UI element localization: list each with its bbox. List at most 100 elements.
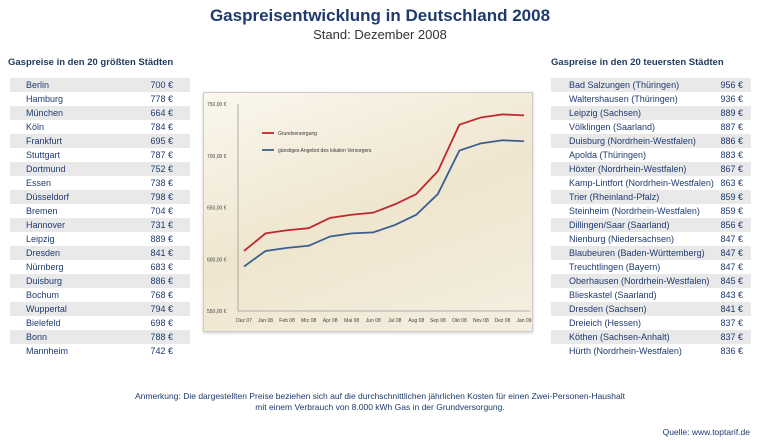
- city-price: 788 €: [150, 332, 173, 342]
- page-title: Gaspreisentwicklung in Deutschland 2008: [209, 6, 551, 25]
- city-price: 841 €: [150, 248, 173, 258]
- table-row: München 664 €: [10, 106, 190, 120]
- city-name: Nienburg (Niedersachsen): [569, 234, 675, 244]
- line-chart: 550,00 € 600,00 € 650,00 € 700,00 € 750,00 €…: [207, 102, 532, 324]
- city-price: 836 €: [720, 346, 743, 356]
- table-row: Hürth (Nordrhein-Westfalen) 836 €: [551, 344, 751, 358]
- city-price: 843 €: [720, 290, 743, 300]
- table-row: Bielefeld 698 €: [10, 316, 190, 330]
- table-row: Dillingen/Saar (Saarland) 856 €: [551, 218, 751, 232]
- city-name: Dresden: [26, 248, 61, 258]
- city-name: Mannheim: [26, 346, 69, 356]
- city-price: 856 €: [720, 220, 743, 230]
- city-name: Blieskastel (Saarland): [569, 290, 657, 300]
- city-price: 859 €: [720, 192, 743, 202]
- city-price: 738 €: [150, 178, 173, 188]
- city-name: Duisburg (Nordrhein-Westfalen): [569, 136, 696, 146]
- city-name: Berlin: [26, 80, 50, 90]
- table-row: Hamburg 778 €: [10, 92, 190, 106]
- city-name: Bochum: [26, 290, 60, 300]
- city-price: 742 €: [150, 346, 173, 356]
- footnote-line-2: mit einem Verbrauch von 8.000 kWh Gas in…: [255, 402, 505, 412]
- table-row: Mannheim 742 €: [10, 344, 190, 358]
- city-price: 847 €: [720, 262, 743, 272]
- city-price: 798 €: [150, 192, 173, 202]
- table-row: Duisburg 886 €: [10, 274, 190, 288]
- city-price: 847 €: [720, 248, 743, 258]
- city-name: Wuppertal: [26, 304, 67, 314]
- table-row: Bremen 704 €: [10, 204, 190, 218]
- table-row: Düsseldorf 798 €: [10, 190, 190, 204]
- table-row: Apolda (Thüringen) 883 €: [551, 148, 751, 162]
- city-name: Bad Salzungen (Thüringen): [569, 80, 680, 90]
- city-name: Hamburg: [26, 94, 64, 104]
- city-price: 704 €: [150, 206, 173, 216]
- city-price: 695 €: [150, 136, 173, 146]
- price-chart: 550,00 € 600,00 € 650,00 € 700,00 € 750,00 €…: [203, 92, 533, 332]
- table-row: Frankfurt 695 €: [10, 134, 190, 148]
- x-tick-label: Dez 07: [236, 318, 252, 324]
- table-row: Bonn 788 €: [10, 330, 190, 344]
- table-row: Waltershausen (Thüringen) 936 €: [551, 92, 751, 106]
- city-name: Leipzig (Sachsen): [569, 108, 642, 118]
- left-table-heading: Gaspreise in den 20 größten Städten: [8, 57, 174, 68]
- page-subtitle: Stand: Dezember 2008: [313, 27, 447, 42]
- source-credit: Quelle: www.toptarif.de: [662, 427, 750, 437]
- city-price: 698 €: [150, 318, 173, 328]
- city-price: 731 €: [150, 220, 173, 230]
- city-name: Nürnberg: [26, 262, 64, 272]
- largest-cities-table: Berlin 700 € Hamburg 778 € München 664 € Köln 7…: [10, 78, 190, 358]
- table-row: Steinheim (Nordrhein-Westfalen) 859 €: [551, 204, 751, 218]
- city-price: 664 €: [150, 108, 173, 118]
- x-tick-label: Jun 08: [366, 318, 381, 324]
- x-tick-label: Okt 08: [452, 318, 467, 324]
- y-tick-label: 650,00 €: [207, 206, 227, 212]
- city-price: 883 €: [720, 150, 743, 160]
- table-row: Stuttgart 787 €: [10, 148, 190, 162]
- city-name: Oberhausen (Nordrhein-Westfalen): [569, 276, 710, 286]
- table-row: Treuchtlingen (Bayern) 847 €: [551, 260, 751, 274]
- footnote-line-1: Anmerkung: Die dargestellten Preise bezi…: [135, 391, 625, 401]
- table-row: Duisburg (Nordrhein-Westfalen) 886 €: [551, 134, 751, 148]
- city-price: 700 €: [150, 80, 173, 90]
- x-tick-label: Dez 08: [495, 318, 511, 324]
- city-name: Bremen: [26, 206, 58, 216]
- table-row: Nürnberg 683 €: [10, 260, 190, 274]
- city-name: Essen: [26, 178, 52, 188]
- city-price: 847 €: [720, 234, 743, 244]
- x-tick-label: Feb 08: [279, 318, 295, 324]
- y-tick-label: 600,00 €: [207, 257, 227, 263]
- y-tick-label: 750,00 €: [207, 102, 227, 108]
- y-tick-label: 700,00 €: [207, 154, 227, 160]
- city-price: 752 €: [150, 164, 173, 174]
- city-price: 784 €: [150, 122, 173, 132]
- city-name: Leipzig: [26, 234, 55, 244]
- city-name: Bielefeld: [26, 318, 61, 328]
- table-row: Bochum 768 €: [10, 288, 190, 302]
- city-name: Treuchtlingen (Bayern): [569, 262, 661, 272]
- right-table-heading: Gaspreise in den 20 teuersten Städten: [551, 57, 724, 68]
- city-price: 956 €: [720, 80, 743, 90]
- city-price: 794 €: [150, 304, 173, 314]
- table-row: Wuppertal 794 €: [10, 302, 190, 316]
- city-name: Steinheim (Nordrhein-Westfalen): [569, 206, 700, 216]
- legend-label: Grundversorgung: [278, 131, 317, 137]
- city-name: Dillingen/Saar (Saarland): [569, 220, 670, 230]
- table-row: Köln 784 €: [10, 120, 190, 134]
- series-line-angebot: [243, 139, 525, 268]
- city-price: 936 €: [720, 94, 743, 104]
- city-price: 683 €: [150, 262, 173, 272]
- city-price: 778 €: [150, 94, 173, 104]
- city-name: Köln: [26, 122, 45, 132]
- city-name: Düsseldorf: [26, 192, 70, 202]
- city-name: Blaubeuren (Baden-Württemberg): [569, 248, 705, 258]
- legend-label: günstiges Angebot des lokalen Versorgers: [278, 148, 372, 154]
- series-line-grundversorgung: [243, 113, 525, 252]
- city-name: Dortmund: [26, 164, 66, 174]
- city-name: Hannover: [26, 220, 66, 230]
- city-name: Dresden (Sachsen): [569, 304, 647, 314]
- city-price: 867 €: [720, 164, 743, 174]
- city-name: Köthen (Sachsen-Anhalt): [569, 332, 670, 342]
- city-name: Waltershausen (Thüringen): [569, 94, 678, 104]
- x-tick-label: Apr 08: [323, 318, 338, 324]
